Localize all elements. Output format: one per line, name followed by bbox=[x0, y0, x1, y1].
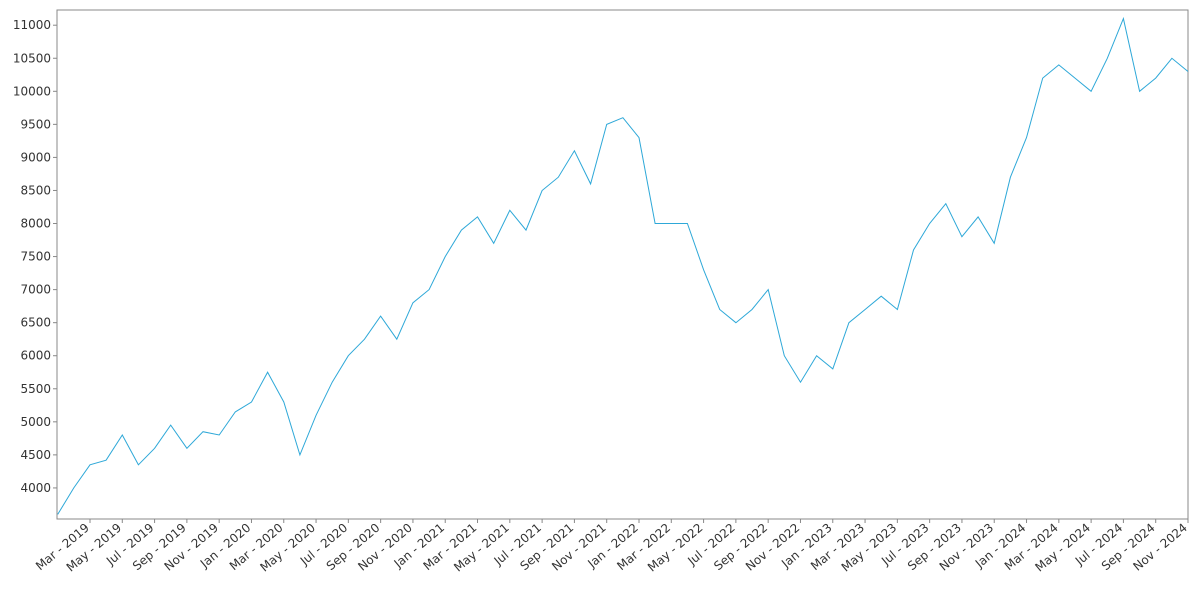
y-tick-label: 10000 bbox=[13, 84, 51, 98]
plot-frame bbox=[56, 9, 1189, 520]
y-tick-label: 6000 bbox=[20, 349, 51, 363]
y-tick-label: 4000 bbox=[20, 481, 51, 495]
y-tick-label: 7000 bbox=[20, 283, 51, 297]
y-tick-label: 8000 bbox=[20, 217, 51, 231]
y-tick-label: 4500 bbox=[20, 448, 51, 462]
y-tick-label: 5000 bbox=[20, 415, 51, 429]
y-tick-label: 10500 bbox=[13, 51, 51, 65]
y-tick-label: 8500 bbox=[20, 183, 51, 197]
y-tick-label: 7500 bbox=[20, 250, 51, 264]
y-tick-label: 5500 bbox=[20, 382, 51, 396]
series-line bbox=[57, 16, 1189, 515]
y-tick-label: 9000 bbox=[20, 150, 51, 164]
y-tick-label: 11000 bbox=[13, 18, 51, 32]
y-tick-label: 6500 bbox=[20, 316, 51, 330]
y-tick-label: 9500 bbox=[20, 117, 51, 131]
